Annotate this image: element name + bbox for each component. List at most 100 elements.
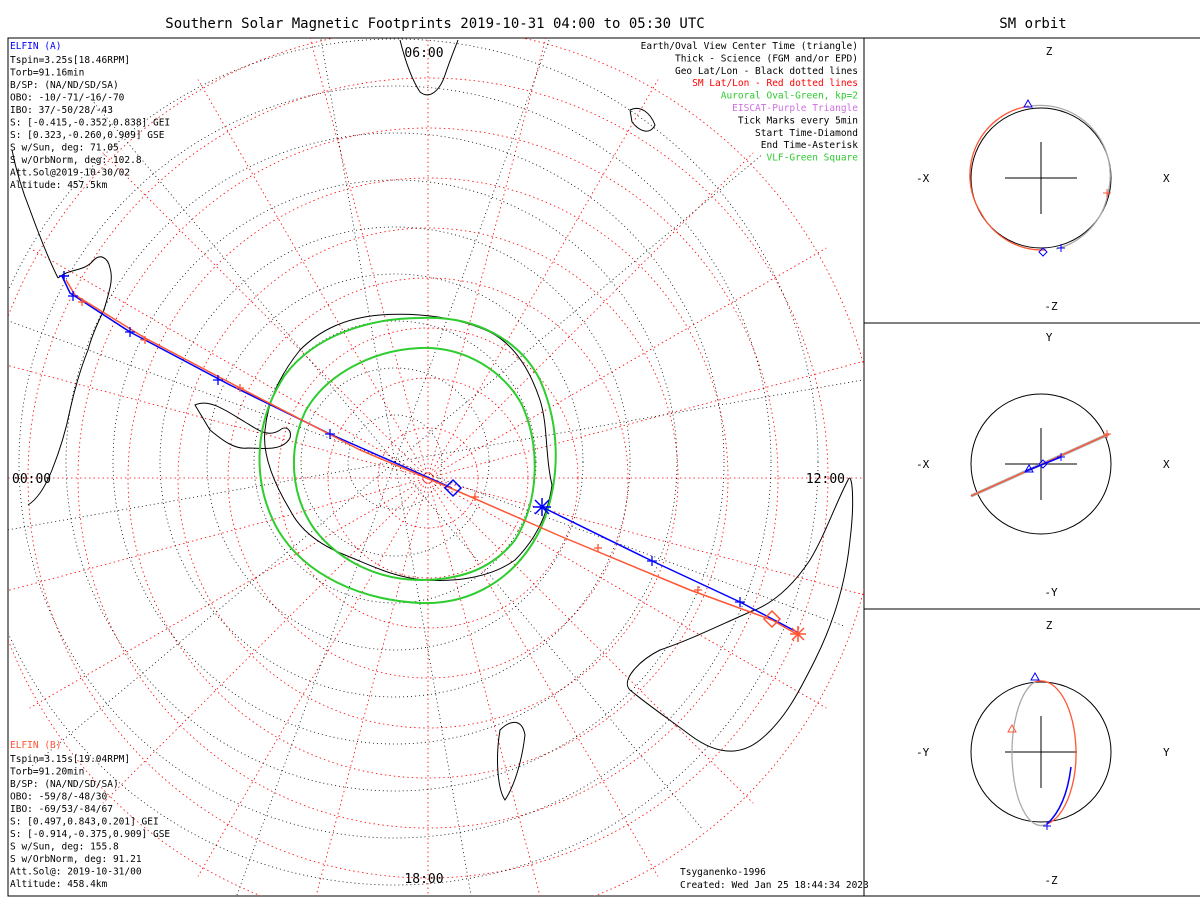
sm-mlt-line	[8, 365, 429, 479]
sm-mlt-line	[427, 477, 754, 804]
sm-mlt-line	[309, 38, 429, 479]
antarctica-coastline	[264, 313, 553, 581]
elfin-b-tick	[141, 336, 149, 344]
axis-label-bottom: -Z	[1044, 874, 1058, 887]
orbit-title: SM orbit	[999, 16, 1066, 32]
sm-mlt-line	[427, 38, 547, 479]
axis-label-bottom: -Y	[1044, 586, 1058, 599]
elfin-b-line: S w/Sun, deg: 155.8	[10, 842, 119, 853]
elfin-b-tick	[236, 384, 244, 392]
elfin-b-end-asterisk	[790, 626, 806, 642]
elfin-a-tick	[325, 429, 335, 439]
peninsula-coastline	[194, 402, 291, 450]
elfin-b-tick	[694, 586, 702, 594]
elfin-b-line: Tspin=3.15s[19.04RPM]	[10, 754, 130, 765]
legend: Earth/Oval View Center Time (triangle)Th…	[641, 41, 859, 164]
geo-lat-circle	[300, 367, 490, 557]
elfin-a-end-asterisk	[533, 498, 551, 516]
elfin-a-tick	[125, 327, 135, 337]
sm-mlt-line	[427, 152, 754, 479]
orbit-triangle	[1030, 671, 1040, 681]
sm-mlt-line	[427, 360, 864, 479]
orbit-track-a	[1046, 766, 1072, 825]
mlt-label-00: 00:00	[12, 472, 51, 487]
elfin-b-track	[65, 279, 801, 637]
elfin-b-name: ELFIN (B)	[10, 740, 61, 751]
polar-map	[8, 38, 864, 896]
sm-lat-circle	[177, 227, 679, 729]
elfin-a-line: OBO: -10/-71/-16/-70	[10, 93, 125, 104]
elfin-a-line: Tspin=3.25s[18.46RPM]	[10, 55, 130, 66]
elfin-a-line: S w/OrbNorm, deg: 102.8	[10, 155, 142, 166]
sm-mlt-line	[427, 477, 827, 709]
elfin-a-line: S: [-0.415,-0.352,0.838] GEI	[10, 118, 170, 129]
axis-label-bottom: -Z	[1044, 300, 1058, 313]
orbit-asterisk	[1057, 453, 1065, 461]
legend-entry: Thick - Science (FGM and/or EPD)	[675, 53, 858, 64]
elfin-b-diamond	[762, 609, 782, 629]
mlt-label-18: 18:00	[404, 872, 443, 887]
geo-lat-circle	[159, 226, 631, 698]
mlt-label-06: 06:00	[404, 46, 443, 61]
axis-label-right: Y	[1163, 746, 1170, 759]
madagascar-coastline	[629, 107, 656, 132]
elfin-a-line: B/SP: (NA/ND/SD/SA)	[10, 80, 119, 91]
elfin-a-name: ELFIN (A)	[10, 41, 61, 52]
geo-lon-line	[394, 153, 764, 463]
geo-lon-line	[394, 461, 704, 831]
sm-mlt-line	[29, 247, 429, 479]
orbit-asterisk	[1057, 244, 1065, 252]
orbit-triangle	[1023, 98, 1033, 108]
created-label: Created: Wed Jan 25 18:44:34 2023	[680, 880, 869, 891]
axis-label-left: -X	[916, 458, 930, 471]
elfin-a-line: Altitude: 457.5km	[10, 180, 108, 191]
elfin-b-tick	[594, 544, 602, 552]
africa-coastline	[399, 39, 459, 96]
earth-circle	[970, 393, 1112, 535]
earth-circle	[970, 107, 1112, 249]
axis-label-right: X	[1163, 458, 1170, 471]
legend-entry: EISCAT-Purple Triangle	[732, 103, 858, 114]
auroral-ovals	[258, 316, 557, 605]
elfin-b-info: ELFIN (B) Tspin=3.15s[19.04RPM] Torb=91.…	[10, 740, 170, 890]
axis-label-top: Y	[1046, 331, 1053, 344]
axis-label-top: Z	[1046, 45, 1053, 58]
orbit-panel: -X X Z -Z	[916, 45, 1170, 313]
legend-entry: Auroral Oval-Green, kp=2	[721, 91, 858, 102]
elfin-b-line: IBO: -69/53/-84/67	[10, 804, 113, 815]
geo-lon-line	[320, 38, 396, 463]
orbit-triangle-b	[1007, 723, 1017, 733]
sm-mlt-line	[102, 152, 429, 479]
orbit-triangle	[1024, 463, 1034, 473]
geo-lat-circle	[347, 414, 443, 510]
elfin-a-tick	[647, 556, 657, 566]
sm-mlt-line	[197, 477, 429, 877]
elfin-a-tick	[735, 597, 745, 607]
geo-lon-line	[394, 38, 551, 463]
elfin-b-line: Torb=91.20min	[10, 767, 84, 778]
sm-lat-circle	[77, 127, 779, 829]
elfin-a-line: S: [0.323,-0.260,0.909] GSE	[10, 130, 165, 141]
orbit-track-gray	[1011, 681, 1048, 827]
elfin-a-line: Torb=91.16min	[10, 68, 84, 79]
geo-lat-circle	[18, 85, 772, 839]
elfin-b-line: S: [0.497,0.843,0.201] GEI	[10, 817, 159, 828]
australia-coastline	[626, 477, 854, 752]
geo-lon-line	[8, 461, 396, 531]
elfin-b-line: B/SP: (NA/ND/SD/SA)	[10, 779, 119, 790]
geo-lon-line	[236, 461, 396, 896]
sm-orbit-panels: -X X Z -Z -X X Y -Y -Y Y Z -Z	[916, 45, 1170, 887]
elfin-a-track-1	[61, 275, 453, 489]
sm-mlt-line	[29, 477, 429, 709]
sm-mlt-line	[8, 477, 429, 591]
sm-mlt-line	[427, 477, 541, 896]
legend-entry: SM Lat/Lon - Red dotted lines	[692, 78, 858, 89]
model-label: Tsyganenko-1996	[680, 867, 766, 878]
mlt-label-12: 12:00	[806, 472, 845, 487]
elfin-a-start-mark	[59, 271, 69, 281]
earth-circle	[970, 681, 1112, 823]
elfin-a-diamond	[443, 478, 463, 498]
legend-entry: Start Time-Diamond	[755, 128, 858, 139]
geo-lat-circle	[206, 273, 584, 651]
